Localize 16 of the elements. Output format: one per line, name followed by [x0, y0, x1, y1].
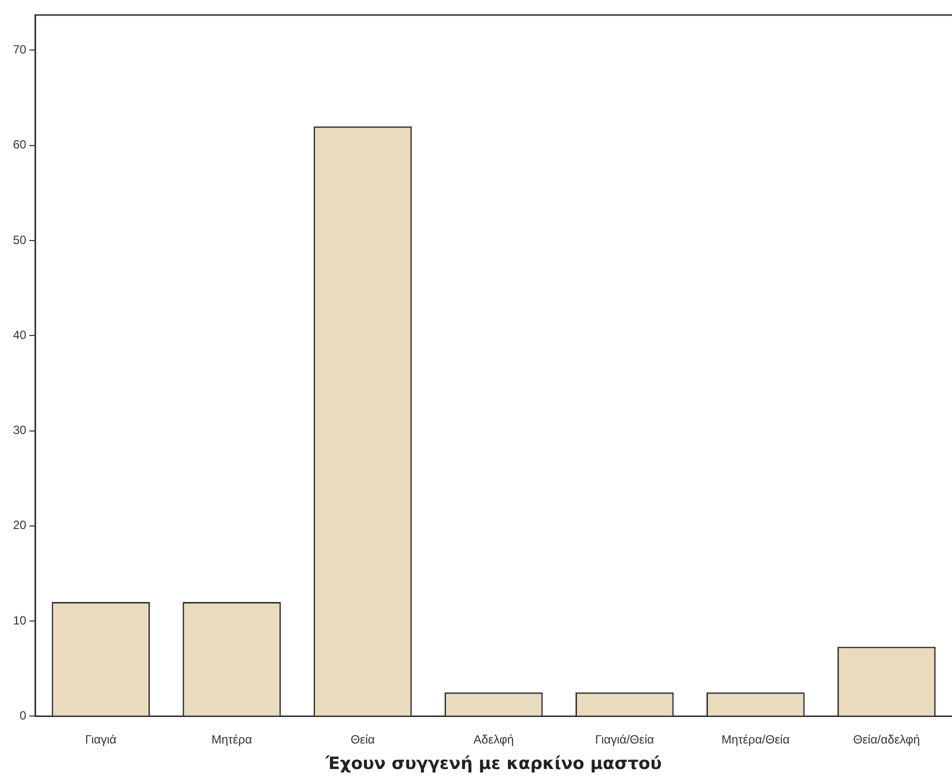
x-axis-title: Έχουν συγγενή με καρκίνο μαστού: [324, 754, 662, 774]
y-tick-label: 0: [20, 708, 27, 723]
x-tick-label: Αδελφή: [474, 732, 514, 747]
y-tick-label: 60: [12, 138, 27, 152]
x-tick-label: Γιαγιά/Θεία: [595, 732, 654, 747]
y-tick-label: 10: [12, 613, 27, 628]
y-tick-label: 50: [12, 232, 27, 247]
y-tick-label: 30: [12, 423, 27, 438]
x-tick-label: Θεία/αδελφή: [853, 732, 920, 747]
x-tick-label: Γιαγιά: [85, 732, 117, 747]
x-tick-label: Μητέρα/Θεία: [721, 732, 790, 747]
y-tick-label: 70: [12, 42, 27, 57]
x-tick-label: Θεία: [350, 732, 375, 747]
y-tick-label: 40: [12, 328, 27, 342]
y-tick-label: 20: [12, 518, 27, 532]
x-tick-label: Μητέρα: [212, 732, 252, 747]
